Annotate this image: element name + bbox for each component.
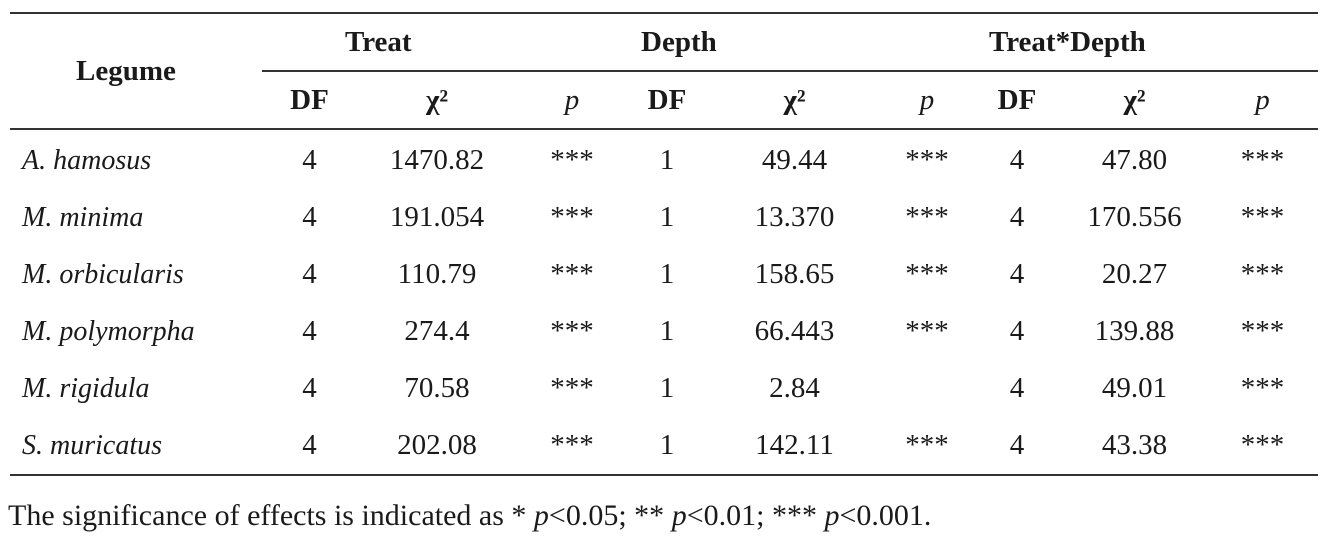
subheader-treat-chi2: χ² xyxy=(357,70,517,129)
cell-depth-df: 1 xyxy=(659,372,675,404)
cell-treat-depth-chi2: 47.80 xyxy=(1101,144,1168,176)
group-header-depth: Depth xyxy=(641,25,717,58)
subheader-treat-p: p xyxy=(517,70,627,129)
cell-treat-chi2: 191.054 xyxy=(389,201,485,233)
cell-depth-p xyxy=(882,360,972,417)
cell-treat-depth-p: *** xyxy=(1240,258,1285,290)
cell-treat-depth-p: *** xyxy=(1240,144,1285,176)
legume-name-cell: A. hamosus xyxy=(22,144,152,176)
significance-footnote: The significance of effects is indicated… xyxy=(8,498,931,534)
anova-table-container: Legume Treat Depth Treat*Depth DF χ² p D… xyxy=(10,12,1319,476)
group-header-treat-depth: Treat*Depth xyxy=(989,25,1146,58)
subheader-treat-df: DF xyxy=(262,70,357,129)
cell-treat-depth-df: 4 xyxy=(1009,258,1025,290)
cell-depth-p: *** xyxy=(905,258,949,290)
cell-depth-df: 1 xyxy=(659,201,675,233)
cell-treat-depth-chi2: 43.38 xyxy=(1101,429,1168,461)
table-row: M. rigidula 4 70.58 *** 1 2.84 4 49.01 *** xyxy=(10,360,1318,417)
cell-treat-depth-chi2: 20.27 xyxy=(1101,258,1168,290)
footnote-prefix: The significance of effects is indicated… xyxy=(8,499,534,532)
footnote-threshold-2: <0.01; *** xyxy=(686,499,825,532)
cell-treat-depth-p: *** xyxy=(1240,372,1285,404)
cell-depth-p: *** xyxy=(905,429,949,461)
cell-treat-df: 4 xyxy=(302,372,317,404)
cell-depth-chi2: 49.44 xyxy=(761,144,828,176)
footnote-p-symbol: p xyxy=(824,499,840,532)
cell-depth-chi2: 66.443 xyxy=(754,315,835,347)
cell-treat-df: 4 xyxy=(302,315,317,347)
cell-treat-p: *** xyxy=(550,372,594,404)
table-row: A. hamosus 4 1470.82 *** 1 49.44 *** 4 47.80 *** xyxy=(10,129,1318,189)
cell-treat-chi2: 274.4 xyxy=(404,315,470,347)
cell-treat-p: *** xyxy=(550,315,594,347)
cell-treat-depth-df: 4 xyxy=(1009,201,1025,233)
cell-depth-chi2: 2.84 xyxy=(769,372,820,404)
cell-treat-p: *** xyxy=(550,258,594,290)
subheader-treat-depth-df: DF xyxy=(972,70,1063,129)
group-header-treat: Treat xyxy=(345,25,412,58)
cell-treat-df: 4 xyxy=(302,429,317,461)
subheader-depth-df: DF xyxy=(627,70,707,129)
cell-treat-depth-chi2: 49.01 xyxy=(1101,372,1168,404)
cell-depth-chi2: 142.11 xyxy=(755,429,834,461)
cell-treat-p: *** xyxy=(550,201,594,233)
footnote-p-symbol: p xyxy=(533,499,549,532)
anova-table: Legume Treat Depth Treat*Depth DF χ² p D… xyxy=(10,12,1319,476)
table-row: S. muricatus 4 202.08 *** 1 142.11 *** 4 43.38 **… xyxy=(10,417,1319,475)
footnote-threshold-3: <0.001. xyxy=(839,499,932,532)
cell-treat-depth-chi2: 139.88 xyxy=(1094,315,1175,347)
cell-depth-chi2: 13.370 xyxy=(754,201,835,233)
cell-treat-depth-p: *** xyxy=(1240,315,1285,347)
footnote-threshold-1: <0.05; ** xyxy=(548,499,672,532)
cell-treat-depth-p: *** xyxy=(1240,429,1285,461)
legume-name-cell: M. polymorpha xyxy=(22,315,195,347)
table-body: A. hamosus 4 1470.82 *** 1 49.44 *** 4 47.80 *** M… xyxy=(10,129,1319,475)
cell-depth-chi2: 158.65 xyxy=(754,258,835,290)
cell-treat-chi2: 110.79 xyxy=(397,258,477,290)
subheader-depth-p: p xyxy=(882,70,973,129)
legume-column-header: Legume xyxy=(10,13,262,130)
cell-treat-depth-df: 4 xyxy=(1009,144,1025,176)
cell-treat-p: *** xyxy=(550,429,594,461)
cell-treat-depth-df: 4 xyxy=(1009,315,1025,347)
cell-treat-df: 4 xyxy=(302,201,317,233)
subheader-treat-depth-p: p xyxy=(1207,70,1319,129)
cell-depth-p: *** xyxy=(905,144,949,176)
cell-treat-depth-df: 4 xyxy=(1009,372,1025,404)
legume-name-cell: M. minima xyxy=(22,201,144,233)
cell-treat-df: 4 xyxy=(302,258,317,290)
cell-treat-chi2: 202.08 xyxy=(397,429,477,461)
cell-treat-depth-chi2: 170.556 xyxy=(1087,201,1182,233)
cell-treat-df: 4 xyxy=(302,144,317,176)
subheader-depth-chi2: χ² xyxy=(707,70,882,129)
cell-depth-p: *** xyxy=(905,315,949,347)
legume-name-cell: S. muricatus xyxy=(22,429,162,461)
cell-depth-df: 1 xyxy=(659,258,675,290)
cell-treat-chi2: 1470.82 xyxy=(389,144,485,176)
cell-treat-depth-p: *** xyxy=(1240,201,1285,233)
table-row: M. minima 4 191.054 *** 1 13.370 *** 4 170.556 **… xyxy=(10,189,1318,246)
cell-depth-df: 1 xyxy=(659,315,675,347)
subheader-treat-depth-chi2: χ² xyxy=(1062,70,1208,129)
cell-depth-df: 1 xyxy=(659,429,675,461)
cell-treat-chi2: 70.58 xyxy=(404,372,470,404)
cell-treat-p: *** xyxy=(550,144,594,176)
legume-name-cell: M. orbicularis xyxy=(22,258,184,290)
table-row: M. orbicularis 4 110.79 *** 1 158.65 *** 4 20.27… xyxy=(10,246,1318,303)
footnote-p-symbol: p xyxy=(671,499,687,532)
cell-treat-depth-df: 4 xyxy=(1009,429,1025,461)
table-row: M. polymorpha 4 274.4 *** 1 66.443 *** 4 139.88 *… xyxy=(10,303,1318,360)
cell-depth-df: 1 xyxy=(659,144,675,176)
legume-name-cell: M. rigidula xyxy=(22,372,150,404)
cell-depth-p: *** xyxy=(905,201,949,233)
